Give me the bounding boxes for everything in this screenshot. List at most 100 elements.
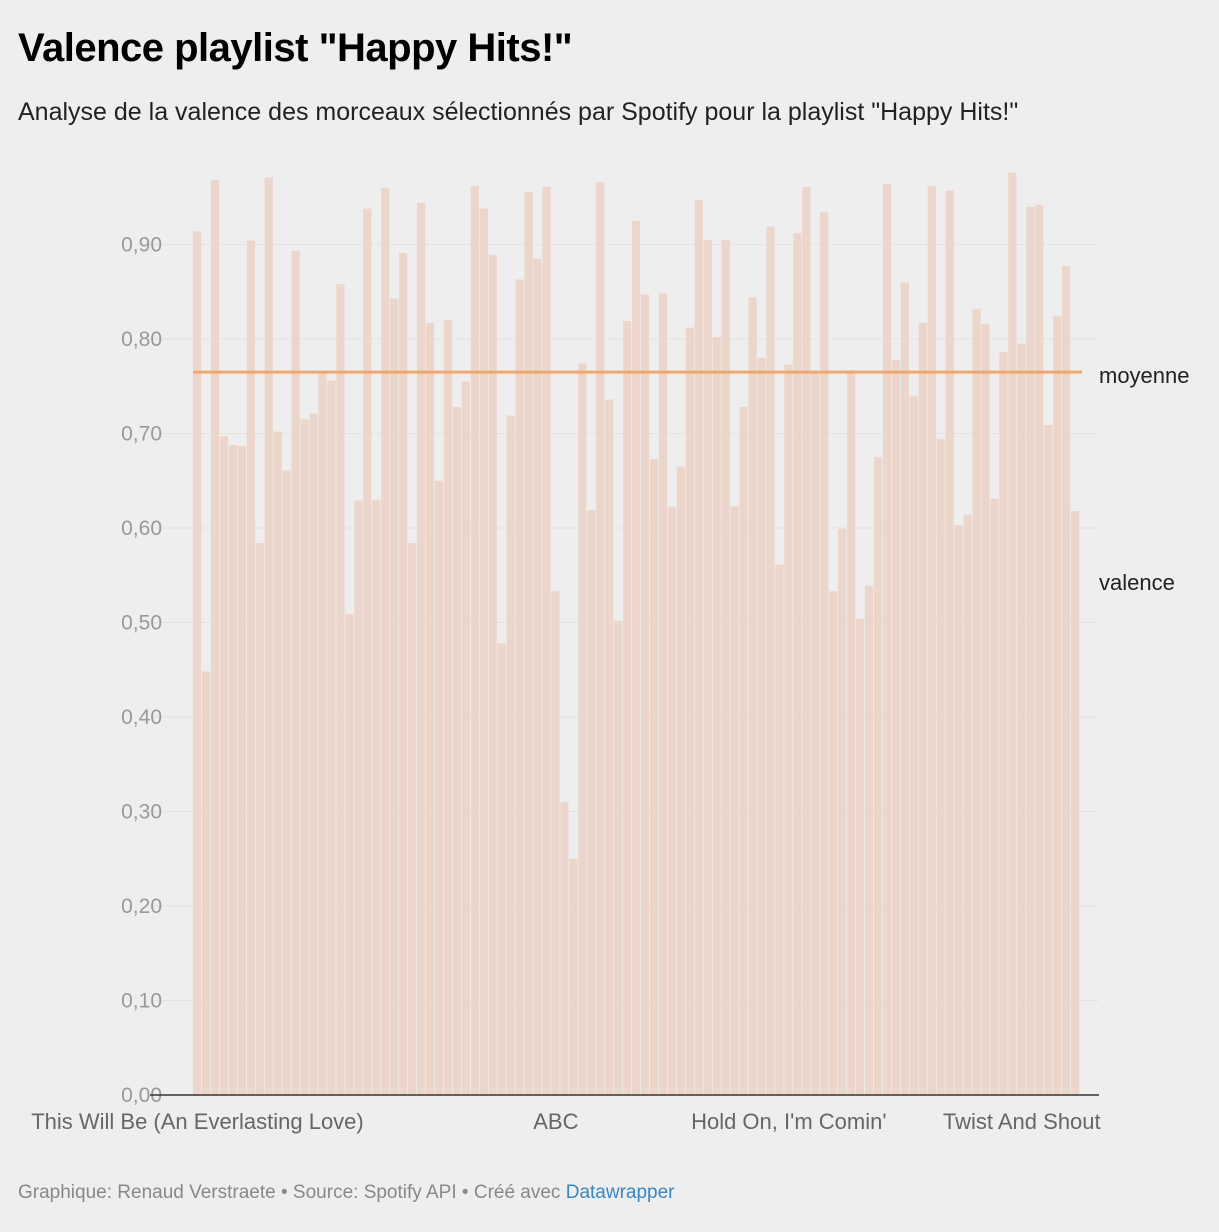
valence-bar: [596, 182, 605, 1095]
valence-bar: [309, 413, 318, 1095]
y-tick-label: 0,10: [121, 990, 162, 1013]
valence-bar: [578, 363, 587, 1095]
valence-bar: [739, 407, 748, 1095]
valence-bar: [685, 327, 694, 1095]
y-tick-label: 0,00: [121, 1084, 162, 1107]
y-tick-label: 0,60: [121, 517, 162, 540]
valence-bar: [811, 371, 820, 1095]
valence-bar: [658, 293, 668, 1095]
valence-bar: [1017, 343, 1026, 1096]
valence-bar: [829, 591, 838, 1095]
valence-bar: [497, 643, 506, 1095]
valence-bar: [327, 380, 336, 1096]
valence-bar: [981, 323, 990, 1095]
valence-bar: [587, 510, 596, 1095]
valence-bar: [972, 308, 981, 1095]
valence-bar: [712, 337, 721, 1095]
footer-credit: Graphique: Renaud Verstraete • Source: S…: [18, 1182, 566, 1203]
valence-bar: [766, 226, 775, 1096]
valence-bar: [560, 802, 569, 1095]
valence-bar: [649, 459, 659, 1095]
valence-bar: [273, 431, 282, 1095]
valence-bar: [1035, 204, 1044, 1095]
valence-bar: [847, 370, 856, 1095]
y-tick-label: 0,40: [121, 706, 162, 729]
valence-bar: [542, 186, 551, 1096]
valence-bar: [228, 444, 237, 1096]
valence-series-label: valence: [1099, 570, 1175, 595]
valence-bar: [694, 200, 703, 1095]
valence-bar: [416, 202, 426, 1096]
valence-bar: [515, 279, 524, 1096]
valence-bar: [345, 613, 354, 1095]
valence-bar: [381, 187, 390, 1096]
valence-bar: [1008, 172, 1017, 1095]
y-tick-label: 0,30: [121, 801, 162, 824]
valence-bar: [775, 564, 784, 1095]
valence-bar: [210, 180, 220, 1096]
valence-bar: [945, 190, 954, 1095]
valence-bar: [354, 500, 363, 1096]
chart-footer: Graphique: Renaud Verstraete • Source: S…: [18, 1182, 675, 1204]
valence-bar: [551, 591, 560, 1095]
y-tick-label: 0,70: [121, 423, 162, 446]
valence-bar: [918, 322, 927, 1095]
valence-bar: [784, 364, 793, 1095]
valence-bar: [999, 352, 1008, 1096]
valence-bar: [255, 543, 264, 1095]
valence-bar: [891, 359, 901, 1095]
valence-bar: [882, 184, 892, 1095]
valence-bar: [730, 506, 739, 1095]
x-tick-label: Hold On, I'm Comin': [691, 1109, 886, 1134]
valence-bar: [927, 185, 936, 1095]
valence-bar: [820, 212, 829, 1095]
valence-bar: [569, 858, 578, 1095]
valence-bar: [802, 186, 811, 1096]
valence-bar: [434, 480, 444, 1095]
valence-bar: [488, 254, 497, 1095]
valence-bar: [838, 528, 847, 1095]
valence-bar: [990, 498, 999, 1096]
valence-bar: [219, 436, 229, 1096]
valence-bar: [300, 419, 309, 1095]
x-tick-label: ABC: [533, 1109, 578, 1134]
valence-bar: [676, 466, 685, 1095]
valence-bar: [909, 395, 918, 1095]
valence-bar: [632, 220, 641, 1095]
valence-bar: [390, 298, 399, 1095]
valence-bar: [936, 439, 945, 1095]
chart-subtitle: Analyse de la valence des morceaux sélec…: [18, 98, 1019, 126]
valence-bar: [506, 415, 515, 1095]
valence-bar: [461, 381, 470, 1095]
valence-bar: [336, 284, 345, 1095]
valence-bar: [856, 618, 865, 1095]
valence-bar: [793, 233, 802, 1095]
valence-bar: [479, 208, 488, 1096]
y-tick-label: 0,80: [121, 328, 162, 351]
valence-bar: [1044, 424, 1053, 1095]
valence-bar: [524, 191, 533, 1095]
datawrapper-link[interactable]: Datawrapper: [565, 1182, 675, 1203]
valence-bar: [1062, 266, 1071, 1095]
valence-bar: [721, 239, 730, 1095]
valence-bar: [614, 620, 623, 1095]
x-tick-label: This Will Be (An Everlasting Love): [31, 1109, 364, 1134]
x-tick-label: Twist And Shout: [943, 1109, 1101, 1134]
valence-bar: [399, 253, 408, 1095]
valence-bar: [864, 585, 874, 1095]
valence-bar: [237, 445, 246, 1095]
valence-bar: [1026, 206, 1035, 1095]
valence-bar: [640, 294, 650, 1096]
valence-bar: [623, 321, 632, 1095]
valence-bar: [667, 507, 677, 1096]
valence-bar: [452, 407, 461, 1095]
valence-bar: [372, 499, 381, 1095]
chart-title: Valence playlist "Happy Hits!": [18, 26, 573, 70]
valence-bar: [873, 457, 883, 1095]
valence-bar: [900, 282, 909, 1095]
y-tick-label: 0,20: [121, 895, 162, 918]
mean-series-label: moyenne: [1099, 363, 1190, 388]
bar-group: [193, 172, 1080, 1096]
